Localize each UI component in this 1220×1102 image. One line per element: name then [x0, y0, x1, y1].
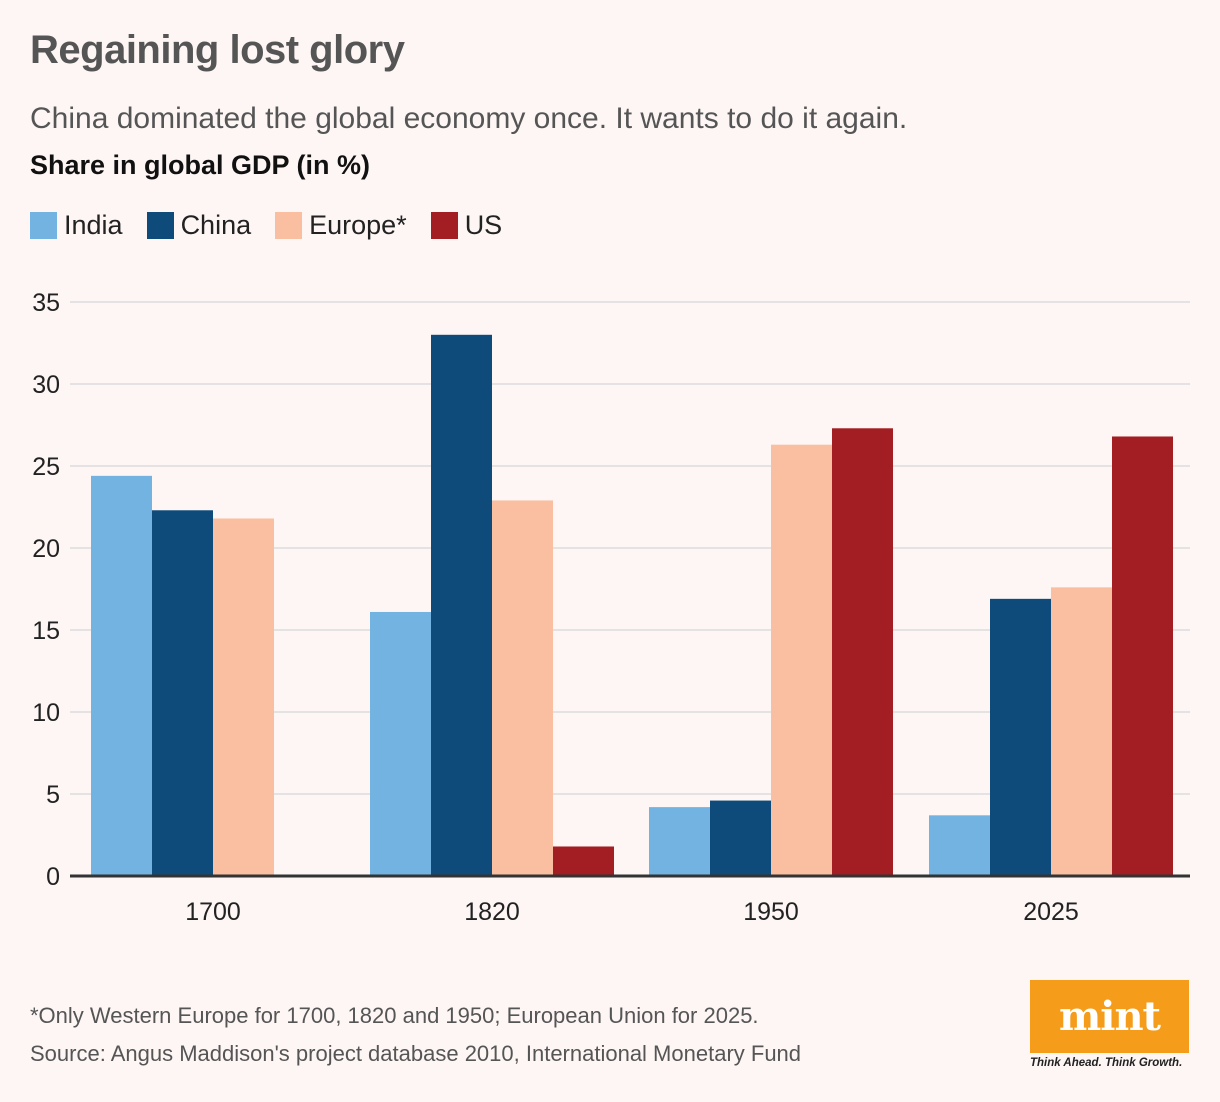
y-tick-label-0: 0: [46, 863, 60, 891]
x-tick-label-1700: 1700: [185, 898, 241, 926]
bar-us-1820: [553, 846, 614, 876]
y-tick-label-30: 30: [32, 371, 60, 399]
bar-europe-1700: [213, 518, 274, 876]
legend-item-china: China: [146, 210, 252, 241]
y-tick-label-25: 25: [32, 453, 60, 481]
y-tick-label-35: 35: [32, 289, 60, 317]
legend-item-us: US: [430, 210, 503, 241]
source-note: Source: Angus Maddison's project databas…: [30, 1041, 802, 1066]
footnote: *Only Western Europe for 1700, 1820 and …: [30, 1003, 759, 1028]
y-tick-label-5: 5: [46, 781, 60, 809]
y-tick-label-10: 10: [32, 699, 60, 727]
bar-china-1820: [431, 334, 492, 876]
logo-tagline: Think Ahead. Think Growth.: [1030, 1057, 1183, 1069]
chart-title: Regaining lost glory: [30, 28, 405, 72]
bar-china-1700: [152, 510, 213, 876]
bar-europe-1950: [771, 444, 832, 876]
y-axis-title: Share in global GDP (in %): [30, 150, 371, 180]
bar-europe-1820: [492, 500, 553, 876]
legend-swatch-europe: [275, 212, 303, 239]
bar-us-1950: [832, 428, 893, 876]
bar-china-2025: [990, 598, 1051, 876]
legend-label-us: US: [464, 210, 503, 240]
x-tick-label-2025: 2025: [1023, 898, 1079, 926]
bar-india-1700: [91, 475, 152, 876]
y-tick-label-20: 20: [32, 535, 60, 563]
legend-swatch-china: [146, 212, 174, 239]
logo-wordmark: mint: [1030, 980, 1189, 1053]
bar-us-2025: [1112, 436, 1173, 876]
legend: India China Europe* US: [30, 210, 526, 241]
legend-label-india: India: [64, 210, 123, 240]
bar-india-1820: [370, 611, 431, 876]
mint-logo: mint Think Ahead. Think Growth.: [1030, 980, 1190, 1069]
legend-item-europe: Europe*: [275, 210, 407, 241]
bar-china-1950: [710, 800, 771, 876]
x-tick-label-1820: 1820: [464, 898, 520, 926]
bar-europe-2025: [1051, 587, 1112, 876]
chart-subtitle: China dominated the global economy once.…: [30, 102, 908, 135]
legend-item-india: India: [30, 210, 123, 241]
legend-label-europe: Europe*: [309, 210, 407, 240]
x-tick-label-1950: 1950: [743, 898, 799, 926]
bar-india-1950: [649, 807, 710, 876]
y-tick-label-15: 15: [32, 617, 60, 645]
legend-swatch-india: [30, 212, 57, 239]
legend-swatch-us: [430, 212, 458, 239]
legend-label-china: China: [180, 210, 252, 240]
bar-india-2025: [929, 815, 990, 876]
